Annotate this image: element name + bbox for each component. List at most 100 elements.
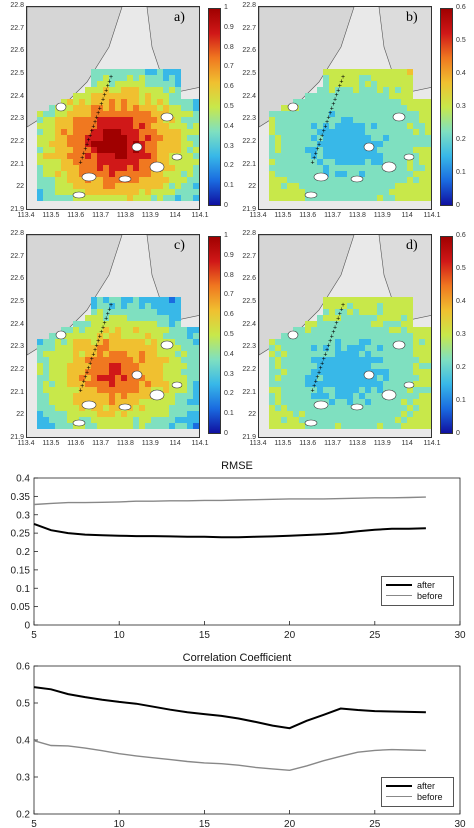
lon-tick: 113.8 bbox=[348, 212, 366, 219]
data-cell bbox=[407, 333, 413, 339]
data-cell bbox=[293, 345, 299, 351]
data-cell bbox=[91, 99, 97, 105]
data-cell bbox=[121, 381, 127, 387]
data-cell bbox=[401, 123, 407, 129]
data-cell bbox=[401, 393, 407, 399]
data-cell bbox=[269, 141, 275, 147]
data-cell bbox=[139, 357, 145, 363]
data-cell bbox=[329, 177, 335, 183]
data-cell bbox=[365, 183, 371, 189]
map-panel-c: + + + + + + + + + + + + + + + + + + + + c) 22.8 22.7 22.6 22.5 22… bbox=[10, 230, 266, 460]
lat-tick: 22.2 bbox=[10, 366, 24, 373]
data-cell bbox=[389, 309, 395, 315]
data-cell bbox=[49, 399, 55, 405]
data-cell bbox=[275, 417, 281, 423]
data-cell bbox=[287, 345, 293, 351]
transect-marker: + bbox=[333, 97, 337, 104]
data-cell bbox=[347, 411, 353, 417]
data-cell bbox=[61, 171, 67, 177]
data-cell bbox=[73, 339, 79, 345]
data-cell bbox=[157, 81, 163, 87]
data-cell bbox=[353, 345, 359, 351]
transect-marker: + bbox=[88, 361, 92, 368]
colorbar-tick: 0.6 bbox=[456, 232, 466, 239]
data-cell bbox=[169, 69, 175, 75]
data-cell bbox=[407, 165, 413, 171]
data-cell bbox=[323, 153, 329, 159]
data-cell bbox=[181, 129, 187, 135]
data-cell bbox=[281, 393, 287, 399]
data-cell bbox=[377, 183, 383, 189]
data-cell bbox=[305, 321, 311, 327]
data-cell bbox=[383, 351, 389, 357]
data-cell bbox=[79, 399, 85, 405]
data-cell bbox=[97, 189, 103, 195]
data-cell bbox=[353, 189, 359, 195]
data-cell bbox=[269, 399, 275, 405]
data-cell bbox=[413, 171, 419, 177]
data-cell bbox=[305, 333, 311, 339]
data-cell bbox=[169, 117, 175, 123]
data-cell bbox=[109, 309, 115, 315]
data-cell bbox=[169, 165, 175, 171]
data-cell bbox=[323, 303, 329, 309]
data-cell bbox=[341, 405, 347, 411]
transect-marker: + bbox=[317, 370, 321, 377]
lat-tick: 21.9 bbox=[242, 206, 256, 213]
data-cell bbox=[43, 117, 49, 123]
data-cell bbox=[61, 387, 67, 393]
data-cell bbox=[395, 153, 401, 159]
data-cell bbox=[169, 333, 175, 339]
data-cell bbox=[157, 303, 163, 309]
data-cell bbox=[335, 177, 341, 183]
data-cell bbox=[157, 381, 163, 387]
data-cell bbox=[269, 117, 275, 123]
data-cell bbox=[329, 117, 335, 123]
data-cell bbox=[323, 363, 329, 369]
data-cell bbox=[269, 135, 275, 141]
correlation-chart-title: Correlation Coefficient bbox=[182, 652, 292, 664]
data-cell bbox=[55, 351, 61, 357]
data-cell bbox=[103, 303, 109, 309]
data-cell bbox=[169, 189, 175, 195]
transect-marker: + bbox=[95, 115, 99, 122]
data-cell bbox=[317, 423, 323, 429]
data-cell bbox=[73, 411, 79, 417]
colorbar-tick: 0.1 bbox=[224, 182, 234, 190]
data-cell bbox=[407, 183, 413, 189]
data-cell bbox=[383, 117, 389, 123]
data-cell bbox=[323, 345, 329, 351]
data-cell bbox=[287, 123, 293, 129]
data-cell bbox=[305, 171, 311, 177]
data-cell bbox=[121, 135, 127, 141]
data-cell bbox=[341, 189, 347, 195]
data-cell bbox=[419, 375, 425, 381]
data-cell bbox=[413, 417, 419, 423]
island bbox=[381, 161, 397, 173]
data-cell bbox=[305, 339, 311, 345]
data-cell bbox=[311, 159, 317, 165]
data-cell bbox=[133, 75, 139, 81]
data-cell bbox=[37, 123, 43, 129]
data-cell bbox=[299, 123, 305, 129]
data-cell bbox=[169, 303, 175, 309]
data-cell bbox=[109, 183, 115, 189]
data-cell bbox=[419, 99, 425, 105]
data-cell bbox=[109, 321, 115, 327]
data-cell bbox=[193, 405, 199, 411]
data-cell bbox=[305, 387, 311, 393]
lon-tick: 114 bbox=[169, 440, 181, 447]
data-cell bbox=[365, 171, 371, 177]
data-cell bbox=[359, 351, 365, 357]
data-cell bbox=[329, 123, 335, 129]
data-cell bbox=[353, 381, 359, 387]
data-cell bbox=[275, 339, 281, 345]
data-cell bbox=[97, 69, 103, 75]
x-tick-label: 20 bbox=[284, 819, 296, 828]
data-cell bbox=[305, 117, 311, 123]
data-cell bbox=[359, 81, 365, 87]
data-cell bbox=[109, 351, 115, 357]
data-cell bbox=[323, 411, 329, 417]
data-cell bbox=[139, 321, 145, 327]
data-cell bbox=[383, 375, 389, 381]
